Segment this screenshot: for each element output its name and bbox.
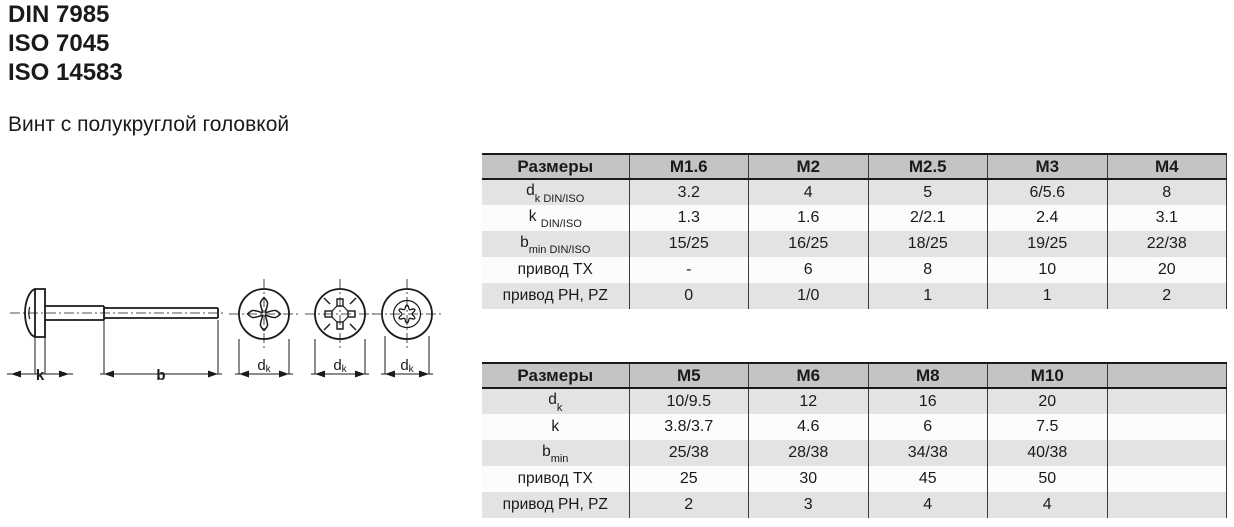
svg-text:dk: dk — [400, 357, 414, 375]
svg-text:b: b — [156, 367, 165, 384]
svg-text:dk: dk — [333, 357, 347, 375]
svg-text:dk: dk — [257, 357, 271, 375]
svg-text:k: k — [36, 367, 45, 384]
